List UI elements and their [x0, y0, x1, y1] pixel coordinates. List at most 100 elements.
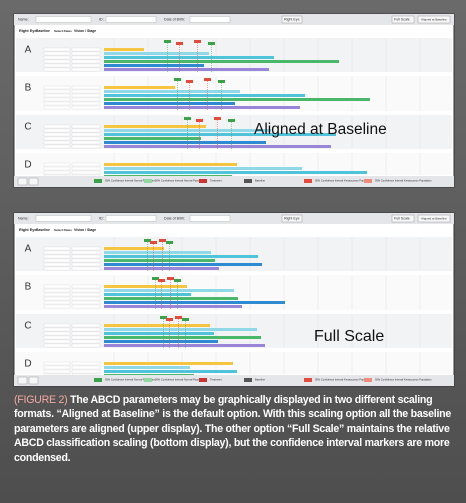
footer-bar [14, 375, 454, 386]
value-cell [71, 59, 101, 64]
bar [104, 251, 211, 254]
value-cell [71, 67, 101, 72]
value-cell [71, 284, 101, 289]
header-id_label: ID: [99, 17, 104, 21]
legend-text: 95% Confidence Interval Normal Populatio… [155, 179, 206, 183]
legend-swatch [144, 179, 152, 183]
date-cell [43, 93, 71, 98]
row-label: C [24, 122, 31, 133]
icon-button[interactable] [17, 376, 28, 385]
value-cell [71, 335, 101, 340]
bar [104, 68, 269, 71]
legend-swatch [304, 179, 312, 183]
input [35, 16, 92, 23]
row-label: A [25, 45, 32, 56]
button[interactable] [281, 214, 303, 223]
value-cell [71, 292, 101, 297]
overlay-label: Aligned at Baseline [254, 121, 387, 138]
date-cell [43, 288, 71, 293]
legend-text: Baseline [255, 378, 266, 382]
button[interactable] [391, 15, 415, 24]
date-cell [43, 144, 71, 149]
header-alt_option: Aligned at Baseline [421, 216, 447, 220]
header-bar [14, 14, 454, 25]
button[interactable] [417, 214, 451, 223]
bar [104, 285, 187, 288]
overlay-label: Full Scale [314, 328, 384, 345]
value-cell [71, 140, 101, 145]
icon-button[interactable] [28, 376, 39, 385]
date-cell [43, 170, 71, 175]
date-cell [43, 254, 71, 259]
date-cell [43, 296, 71, 301]
date-cell [43, 55, 71, 60]
side-eye: Right Eye [19, 228, 37, 232]
date-cell [43, 140, 71, 145]
bar [104, 255, 258, 258]
legend-text: 95% Confidence Interval Keratoconus Popu… [315, 179, 372, 183]
bar [104, 293, 191, 296]
date-cell [43, 327, 71, 332]
legend-swatch [244, 179, 252, 183]
side-select: Select Dates [54, 228, 72, 232]
value-cell [71, 93, 101, 98]
legend-text: 95% Confidence Interval Keratoconus Popu… [375, 179, 432, 183]
value-cell [71, 288, 101, 293]
side-column: Vision / Stage [74, 29, 96, 33]
legend-text: 95% Confidence Interval Keratoconus Popu… [375, 378, 432, 382]
value-cell [71, 339, 101, 344]
value-cell [71, 55, 101, 60]
icon-button[interactable] [28, 177, 39, 186]
date-cell [43, 292, 71, 297]
bar [104, 259, 215, 262]
value-cell [71, 170, 101, 175]
value-cell [71, 47, 101, 52]
row-label: B [25, 282, 32, 293]
date-cell [43, 67, 71, 72]
button[interactable] [391, 214, 415, 223]
date-cell [43, 132, 71, 137]
bar [104, 56, 274, 59]
value-cell [71, 89, 101, 94]
legend-text: Treatment [210, 378, 222, 382]
value-cell [71, 162, 101, 167]
button[interactable] [417, 15, 451, 24]
bar [104, 98, 370, 101]
date-cell [43, 304, 71, 309]
bar [104, 133, 336, 136]
bar [104, 297, 238, 300]
date-cell [43, 266, 71, 271]
bar [104, 48, 144, 51]
legend-text: 95% Confidence Interval Normal Populatio… [155, 378, 206, 382]
value-cell [71, 323, 101, 328]
date-cell [43, 162, 71, 167]
legend-swatch [199, 179, 207, 183]
bar [104, 106, 300, 109]
bar [104, 60, 339, 63]
bar [104, 263, 262, 266]
date-cell [43, 339, 71, 344]
value-cell [71, 101, 101, 106]
bar [104, 125, 206, 128]
icon-button[interactable] [17, 177, 28, 186]
legend-text: 95% Confidence Interval Keratoconus Popu… [315, 378, 372, 382]
date-cell [43, 365, 71, 370]
button[interactable] [281, 15, 303, 24]
date-cell [43, 250, 71, 255]
bar [104, 328, 257, 331]
row-label: D [24, 359, 31, 370]
date-cell [43, 166, 71, 171]
bar [104, 289, 234, 292]
date-cell [43, 262, 71, 267]
date-cell [43, 246, 71, 251]
header-bar [14, 213, 454, 224]
bar [104, 64, 204, 67]
legend-swatch [94, 378, 102, 382]
legend-swatch [244, 378, 252, 382]
side-baseline: Baseline [36, 228, 50, 232]
input [189, 215, 231, 222]
side-eye: Right Eye [19, 29, 37, 33]
legend-text: Baseline [255, 179, 266, 183]
date-cell [43, 128, 71, 133]
marker [175, 316, 182, 319]
